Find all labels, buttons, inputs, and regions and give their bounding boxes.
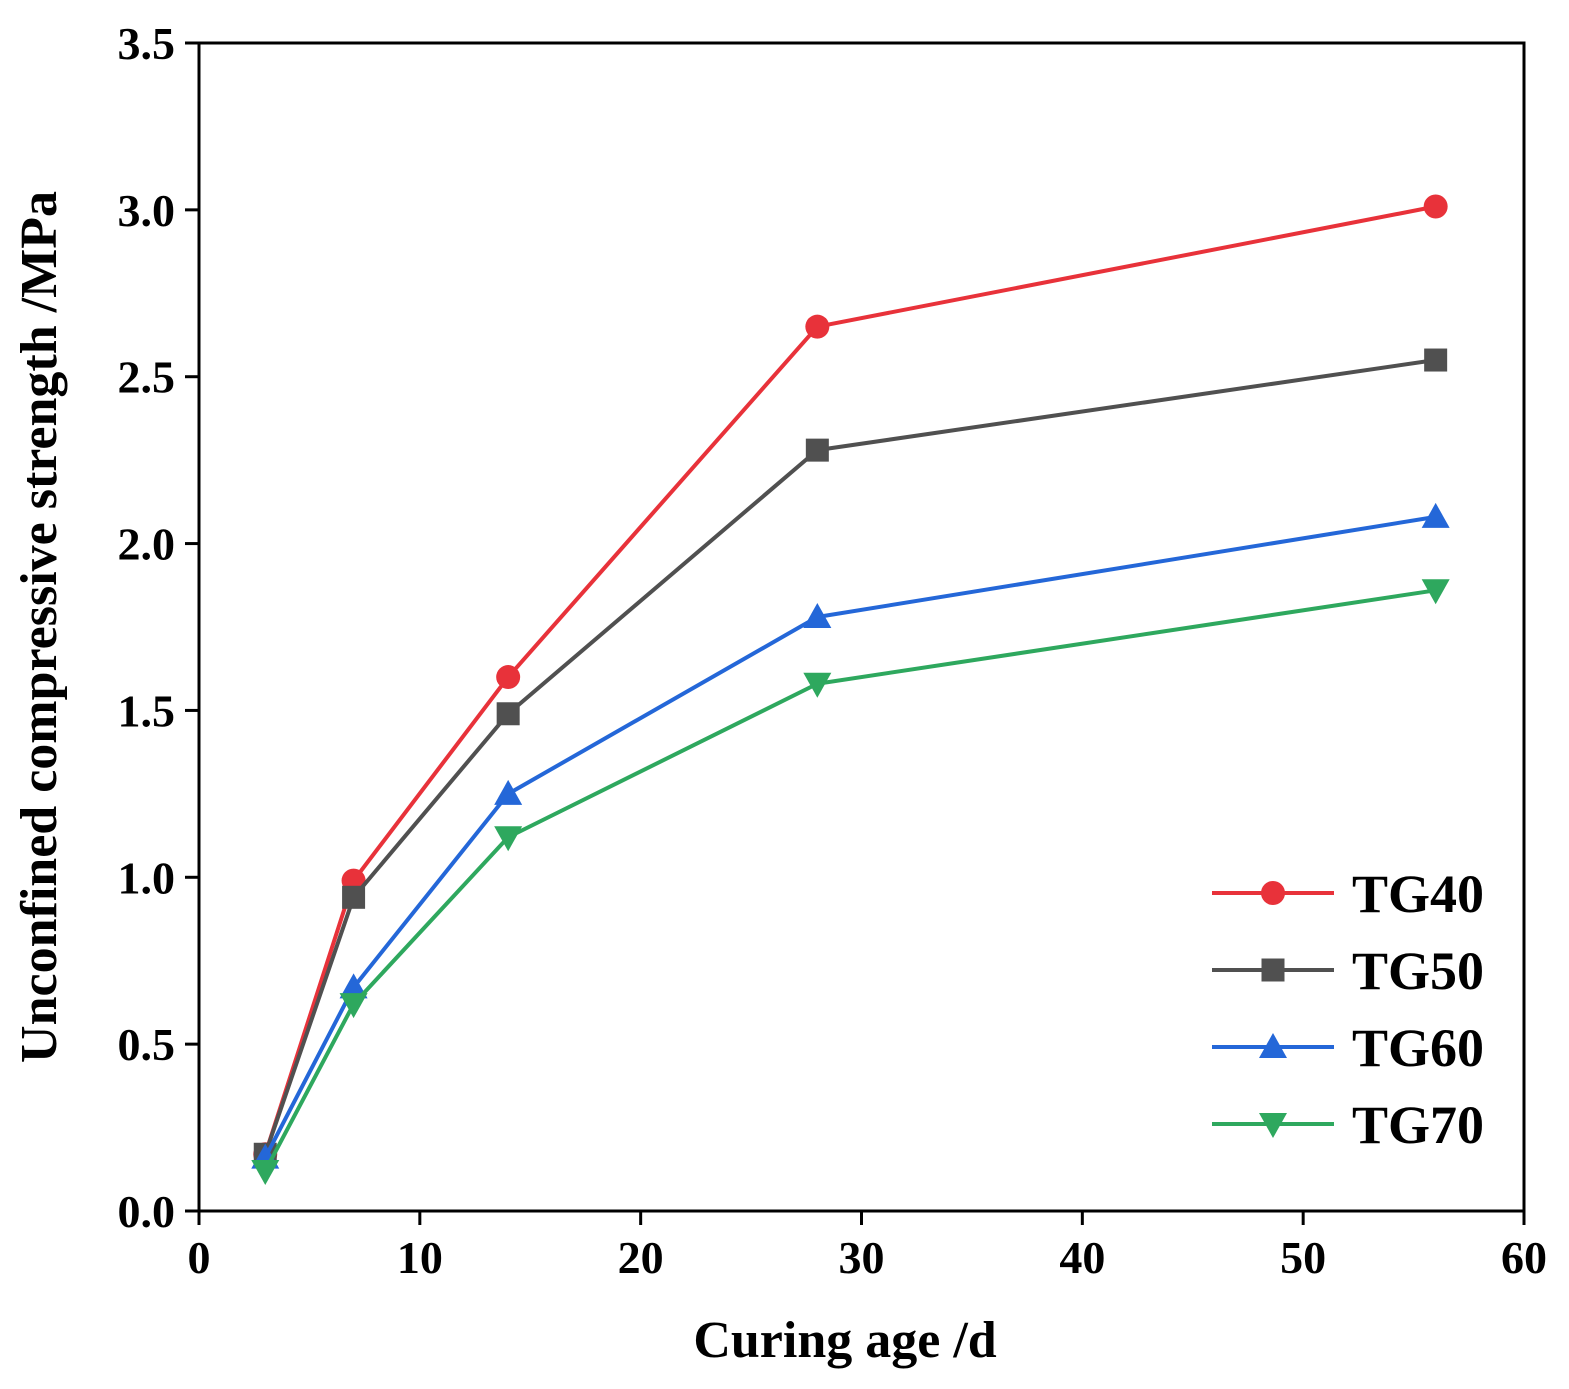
y-tick-label: 1.0 — [118, 852, 176, 903]
x-axis-ticks: 0 10 20 30 40 50 60 — [188, 1211, 1547, 1283]
data-point-tg60 — [1421, 502, 1450, 528]
data-point-tg50 — [496, 702, 520, 726]
legend-label: TG40 — [1352, 864, 1484, 924]
x-tick-label: 10 — [397, 1232, 443, 1283]
legend: TG40 TG50 TG60 TG70 — [1212, 864, 1484, 1155]
legend-marker — [1261, 881, 1285, 905]
legend-label: TG60 — [1352, 1018, 1484, 1078]
x-tick-label: 0 — [188, 1232, 211, 1283]
legend-item-tg60: TG60 — [1212, 1018, 1484, 1078]
plot-frame — [197, 41, 1526, 1213]
legend-item-tg50: TG50 — [1212, 941, 1484, 1001]
legend-label: TG70 — [1352, 1095, 1484, 1155]
data-point-tg70 — [339, 993, 368, 1019]
legend-marker — [1259, 1113, 1287, 1138]
y-axis-ticks: 0.0 0.5 1.0 1.5 2.0 2.5 3.0 3.5 — [118, 18, 199, 1237]
x-tick-label: 40 — [1059, 1232, 1105, 1283]
series-tg60 — [251, 502, 1450, 1169]
legend-label: TG50 — [1352, 941, 1484, 1001]
data-point-tg40 — [496, 665, 521, 690]
series-line-tg60 — [263, 514, 1436, 1159]
y-tick-label: 1.5 — [118, 685, 176, 736]
legend-marker — [1259, 1033, 1287, 1058]
series-tg70 — [251, 579, 1450, 1185]
data-point-tg70 — [803, 672, 832, 698]
x-axis-title: Curing age /d — [693, 1312, 996, 1369]
y-axis-title: Unconfined compressive strength /MPa — [11, 191, 68, 1063]
legend-item-tg40: TG40 — [1212, 864, 1484, 924]
data-point-tg60 — [339, 973, 368, 999]
data-point-tg60 — [803, 602, 832, 628]
data-point-tg50 — [342, 885, 366, 909]
x-tick-label: 60 — [1501, 1232, 1547, 1283]
y-tick-label: 2.5 — [118, 352, 176, 403]
data-point-tg50 — [1424, 348, 1448, 372]
x-tick-label: 30 — [839, 1232, 885, 1283]
x-tick-label: 50 — [1280, 1232, 1326, 1283]
data-point-tg70 — [1421, 579, 1450, 605]
legend-item-tg70: TG70 — [1212, 1095, 1484, 1155]
y-tick-label: 2.0 — [118, 519, 176, 570]
y-tick-label: 3.0 — [118, 185, 176, 236]
data-point-tg40 — [1423, 194, 1448, 219]
data-point-tg50 — [805, 438, 829, 462]
data-point-tg40 — [805, 314, 830, 339]
x-tick-label: 20 — [618, 1232, 664, 1283]
data-point-tg70 — [251, 1159, 280, 1185]
y-tick-label: 3.5 — [118, 18, 176, 69]
y-tick-label: 0.0 — [118, 1186, 176, 1237]
data-point-tg70 — [494, 826, 523, 852]
series-line-tg50 — [263, 358, 1436, 1155]
y-tick-label: 0.5 — [118, 1019, 176, 1070]
data-point-tg60 — [494, 779, 523, 805]
series-layer — [251, 194, 1450, 1185]
legend-marker — [1261, 958, 1285, 982]
